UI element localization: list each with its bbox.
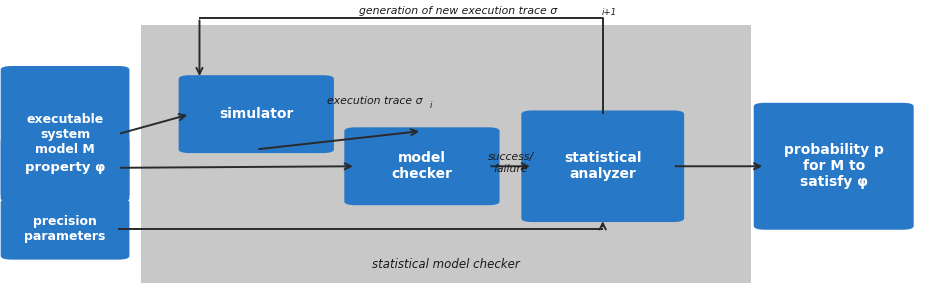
Text: simulator: simulator bbox=[219, 107, 294, 121]
Text: statistical model checker: statistical model checker bbox=[373, 257, 520, 270]
FancyBboxPatch shape bbox=[344, 127, 500, 205]
FancyBboxPatch shape bbox=[178, 75, 334, 153]
Text: i: i bbox=[429, 100, 432, 110]
Text: model
checker: model checker bbox=[392, 151, 452, 181]
Text: precision
parameters: precision parameters bbox=[25, 215, 106, 243]
Text: property φ: property φ bbox=[25, 161, 105, 174]
Text: generation of new execution trace σ: generation of new execution trace σ bbox=[359, 6, 557, 16]
Text: i+1: i+1 bbox=[602, 8, 617, 17]
FancyBboxPatch shape bbox=[1, 199, 130, 260]
Text: success/
failure: success/ failure bbox=[487, 152, 534, 174]
Text: executable
system
model M: executable system model M bbox=[27, 112, 103, 156]
FancyBboxPatch shape bbox=[141, 25, 752, 283]
FancyBboxPatch shape bbox=[521, 111, 684, 222]
FancyBboxPatch shape bbox=[1, 66, 130, 202]
Text: probability p
for M to
satisfy φ: probability p for M to satisfy φ bbox=[784, 143, 884, 189]
Text: statistical
analyzer: statistical analyzer bbox=[564, 151, 642, 181]
Text: execution trace σ: execution trace σ bbox=[327, 96, 423, 107]
FancyBboxPatch shape bbox=[1, 137, 130, 198]
FancyBboxPatch shape bbox=[754, 103, 914, 230]
